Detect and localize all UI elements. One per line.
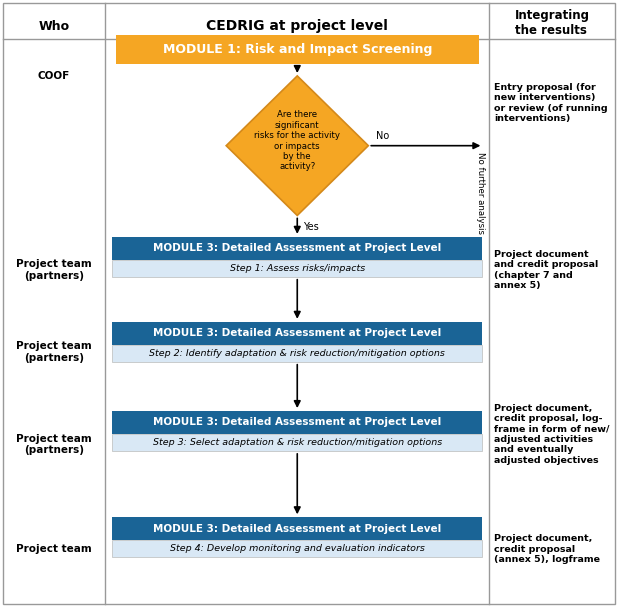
Bar [112,517,482,540]
Text: CEDRIG at project level: CEDRIG at project level [206,19,388,33]
Text: Entry proposal (for
new interventions)
or review (of running
interventions): Entry proposal (for new interventions) o… [494,83,608,123]
Text: Project document
and credit proposal
(chapter 7 and
annex 5): Project document and credit proposal (ch… [494,250,599,290]
Text: Step 1: Assess risks/impacts: Step 1: Assess risks/impacts [230,264,365,273]
Text: No: No [376,131,389,141]
Bar [112,434,482,451]
Bar [112,345,482,362]
Text: Yes: Yes [303,222,319,231]
Text: Step 4: Develop monitoring and evaluation indicators: Step 4: Develop monitoring and evaluatio… [170,544,425,553]
Text: MODULE 3: Detailed Assessment at Project Level: MODULE 3: Detailed Assessment at Project… [153,243,441,253]
Text: MODULE 3: Detailed Assessment at Project Level: MODULE 3: Detailed Assessment at Project… [153,328,441,338]
Text: MODULE 3: Detailed Assessment at Project Level: MODULE 3: Detailed Assessment at Project… [153,418,441,427]
Bar [112,411,482,434]
Text: Project team
(partners): Project team (partners) [16,341,92,363]
Text: Project document,
credit proposal, log-
frame in form of new/
adjusted activitie: Project document, credit proposal, log- … [494,404,610,464]
Text: Project team: Project team [16,544,92,554]
Text: Step 3: Select adaptation & risk reduction/mitigation options: Step 3: Select adaptation & risk reducti… [153,438,442,447]
Text: Are there
significant
risks for the activity
or impacts
by the
activity?: Are there significant risks for the acti… [254,110,341,171]
Text: Step 2: Identify adaptation & risk reduction/mitigation options: Step 2: Identify adaptation & risk reduc… [150,349,445,358]
Bar [116,35,479,64]
Text: COOF: COOF [38,71,70,81]
Text: Project document,
credit proposal
(annex 5), logframe: Project document, credit proposal (annex… [494,534,601,565]
Bar [112,540,482,557]
Text: Project team
(partners): Project team (partners) [16,433,92,455]
Text: Integrating
the results: Integrating the results [515,9,590,37]
Bar [112,322,482,345]
Polygon shape [226,76,368,215]
Bar [112,237,482,260]
Text: Who: Who [38,19,70,33]
Bar [112,260,482,277]
Text: Project team
(partners): Project team (partners) [16,259,92,281]
Text: No further analysis: No further analysis [476,152,485,234]
Text: MODULE 3: Detailed Assessment at Project Level: MODULE 3: Detailed Assessment at Project… [153,524,441,534]
Text: MODULE 1: Risk and Impact Screening: MODULE 1: Risk and Impact Screening [163,43,432,56]
